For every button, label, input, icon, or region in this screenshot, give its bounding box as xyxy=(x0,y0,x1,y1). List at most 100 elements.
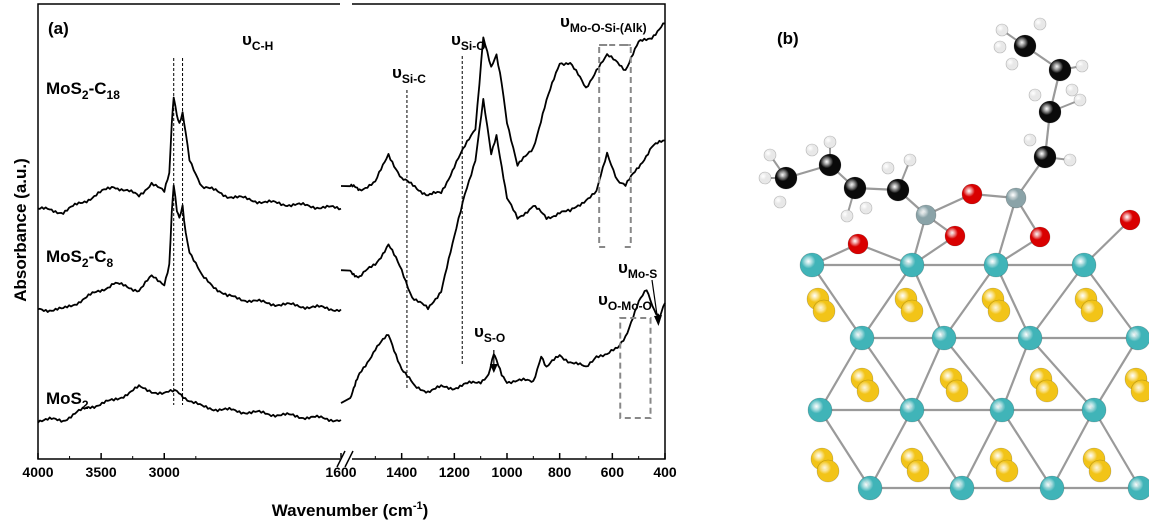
panel-a-chart: (a) υC-H υSi-C υSi-O υMo-O-Si-(Alk) υS-O υO-M… xyxy=(11,0,677,520)
mo-atom xyxy=(931,325,957,351)
o-atom xyxy=(847,233,869,255)
bond-line xyxy=(1083,264,1139,339)
h-atom xyxy=(859,201,873,215)
series-label-mos2-c18: MoS2-C18 xyxy=(46,79,120,102)
s-atom xyxy=(816,459,840,483)
s-atom xyxy=(1035,379,1059,403)
mo-atom xyxy=(849,325,875,351)
h-atom xyxy=(1023,133,1037,147)
x-tick-label: 1200 xyxy=(439,464,470,480)
x-tick-label: 4000 xyxy=(22,464,53,480)
s-atom xyxy=(856,379,880,403)
c-atom xyxy=(886,178,910,202)
h-atom xyxy=(1028,88,1042,102)
series-label-main: MoS xyxy=(46,247,82,266)
h-atom xyxy=(823,135,837,149)
h-atom xyxy=(1063,153,1077,167)
h-atom xyxy=(805,143,819,157)
series-line-mos2-c8 xyxy=(37,184,342,313)
bond-line xyxy=(995,264,1031,339)
h-atom xyxy=(1033,17,1047,31)
bond-line xyxy=(819,409,871,489)
c-atom xyxy=(1048,58,1072,82)
s-atom xyxy=(987,299,1011,323)
series-label-mos2-c8: MoS2-C8 xyxy=(46,247,114,270)
s-atom xyxy=(1080,299,1104,323)
bond-line xyxy=(861,337,913,411)
x-axis-title: Wavenumber (cm-1) xyxy=(272,500,429,520)
h-atom xyxy=(993,40,1007,54)
mo-atom xyxy=(1081,397,1107,423)
o-atom xyxy=(1029,226,1051,248)
series-label-sub: 2 xyxy=(82,256,89,270)
h-atom xyxy=(1005,57,1019,71)
series-line-mos2-c18 xyxy=(37,96,342,215)
annotation-box-o-mo-o xyxy=(619,317,652,419)
bond-line xyxy=(811,264,863,339)
annotation-label-so: υS-O xyxy=(474,322,505,345)
annotation-label-moomo: υO-Mo-O xyxy=(598,290,652,313)
mo-atom xyxy=(1017,325,1043,351)
annotation-label-sio: υSi-O xyxy=(451,30,486,53)
mo-atom xyxy=(983,252,1009,278)
c-atom xyxy=(843,176,867,200)
c-atom xyxy=(1033,145,1057,169)
series-line-mos2 xyxy=(340,289,666,404)
panel-b-label: (b) xyxy=(777,29,799,48)
axis-break-marker xyxy=(336,0,354,468)
h-atom xyxy=(995,23,1009,37)
annotation-label-mos: υMo-S xyxy=(618,258,657,281)
series-label-main: MoS xyxy=(46,389,82,408)
bond-line xyxy=(861,264,913,339)
annotation-layer: υC-H υSi-C υSi-O υMo-O-Si-(Alk) υS-O υO-Mo-O υ… xyxy=(173,12,662,419)
bond-line xyxy=(869,409,913,489)
bond-line xyxy=(1029,337,1095,411)
x-axis-title-sup: -1 xyxy=(413,500,423,512)
x-tick-label: 1000 xyxy=(491,464,522,480)
annotation-label-ch: υC-H xyxy=(242,30,273,53)
mo-atom xyxy=(949,475,975,501)
h-atom xyxy=(840,209,854,223)
bond-line xyxy=(1029,264,1085,339)
series-line-mos2-c8 xyxy=(340,98,665,311)
x-tick-label: 1600 xyxy=(325,464,356,480)
bond-line xyxy=(1001,409,1053,489)
o-atom xyxy=(944,225,966,247)
x-tick-label: 400 xyxy=(653,464,677,480)
series-label-mid: -C xyxy=(89,247,107,266)
mo-atom xyxy=(857,475,883,501)
arrow-head-icon xyxy=(654,315,662,326)
x-tick-label: 1400 xyxy=(386,464,417,480)
mo-atom xyxy=(989,397,1015,423)
o-atom xyxy=(1119,209,1141,231)
bond-line xyxy=(961,409,1003,489)
mo-atom xyxy=(1039,475,1065,501)
bond-line xyxy=(943,337,1003,411)
s-atom xyxy=(995,459,1019,483)
atom-layer xyxy=(758,17,1149,501)
bond-line xyxy=(910,337,946,411)
mo-atom xyxy=(899,397,925,423)
c-atom xyxy=(774,166,798,190)
mo-atom xyxy=(799,252,825,278)
series-label-sub: 8 xyxy=(107,256,114,270)
h-atom xyxy=(773,195,787,209)
h-atom xyxy=(1065,83,1079,97)
x-tick-label: 3000 xyxy=(149,464,180,480)
x-axis-ticks: 4000 3500 3000 1600 1400 1200 1000 800 600 400 xyxy=(22,453,677,480)
mo-atom xyxy=(1125,325,1149,351)
h-atom xyxy=(903,153,917,167)
s-atom xyxy=(906,459,930,483)
mo-atom xyxy=(899,252,925,278)
series-label-mid: -C xyxy=(89,79,107,98)
h-atom xyxy=(881,161,895,175)
series-line-mos2-c18 xyxy=(340,22,666,197)
o-atom xyxy=(961,183,983,205)
c-atom xyxy=(1013,34,1037,58)
annotation-arrow-mo-s xyxy=(651,279,659,323)
x-tick-label: 800 xyxy=(548,464,572,480)
s-atom xyxy=(900,299,924,323)
c-atom xyxy=(1038,100,1062,124)
mo-atom xyxy=(807,397,833,423)
